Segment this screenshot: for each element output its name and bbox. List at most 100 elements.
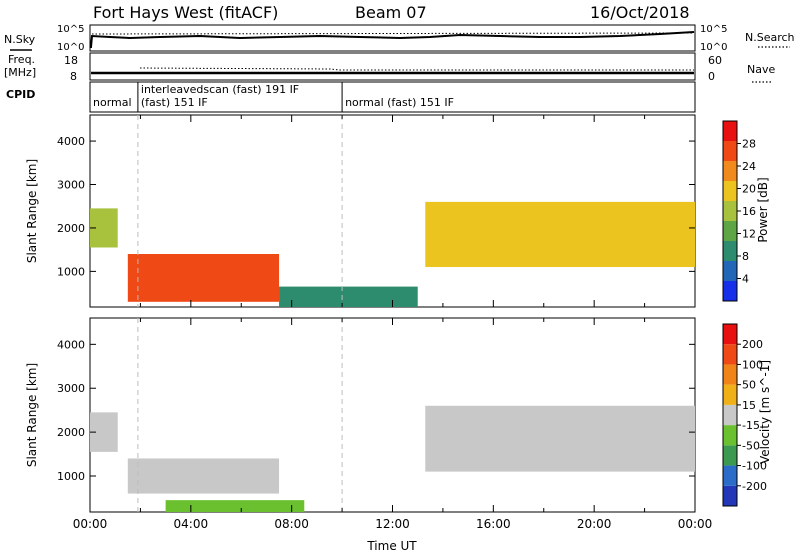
x-tick-label: 04:00 [174, 517, 209, 531]
velocity-axes: 1000 2000 3000 4000 00:00 04:00 08:00 12:00 16:0… [57, 318, 712, 531]
scatter-region [279, 286, 418, 307]
power-colorbar-label: Power [dB] [756, 177, 770, 242]
scatter-region [127, 254, 280, 302]
cpid-segments: normal interleavedscan (fast) 191 IF(fast… [93, 82, 454, 112]
scatter-region [425, 405, 695, 472]
x-tick-label: 00:00 [73, 517, 108, 531]
colorbar-tick-label: -50 [742, 439, 760, 452]
colorbar-tick-label: 28 [742, 138, 756, 151]
y-tick-label: 3000 [57, 179, 85, 192]
cpid-segment-label: (fast) 151 IF [141, 96, 208, 109]
power-axes: 1000 2000 3000 4000 [57, 115, 696, 307]
colorbar-block [723, 141, 737, 161]
x-tick-label: 12:00 [375, 517, 410, 531]
cpid-segment-label: normal [93, 96, 132, 109]
cpid-label: CPID [6, 88, 35, 101]
colorbar-block [723, 181, 737, 201]
colorbar-block [723, 364, 737, 385]
velocity-ylabel: Slant Range [km] [25, 363, 39, 467]
colorbar-tick-label: 15 [742, 399, 756, 412]
colorbar-tick-label: -100 [742, 460, 767, 473]
colorbar-block [723, 324, 737, 345]
colorbar-block [723, 404, 737, 426]
colorbar-block [723, 485, 737, 506]
x-tick-label: 00:00 [678, 517, 713, 531]
scatter-region [425, 201, 695, 268]
date-title: 16/Oct/2018 [590, 3, 690, 22]
freq-left-tick-top: 18 [64, 54, 78, 67]
colorbar-block [723, 445, 737, 466]
colorbar-block [723, 261, 737, 281]
colorbar-tick-label: 8 [742, 250, 749, 263]
noise-right-tick-top: 10^5 [700, 24, 727, 35]
scatter-region [127, 458, 280, 494]
velocity-colorbar-label: Velocity [m s^-1] [758, 360, 772, 464]
beam-title: Beam 07 [355, 3, 427, 22]
cpid-strip: CPID normal interleavedscan (fast) 191 IF… [6, 81, 696, 113]
colorbar-tick-label: -15 [742, 419, 760, 432]
velocity-panel: 1000 2000 3000 4000 00:00 04:00 08:00 12:00 16:0… [25, 317, 712, 553]
colorbar-tick-label: 12 [742, 228, 756, 241]
colorbar-tick-label: 100 [742, 358, 763, 371]
colorbar-block [723, 465, 737, 486]
x-tick-label: 16:00 [476, 517, 511, 531]
colorbar-tick-label: 200 [742, 338, 763, 351]
colorbar-block [723, 121, 737, 141]
cpid-frame [89, 81, 696, 113]
y-tick-label: 1000 [57, 265, 85, 278]
colorbar-block [723, 221, 737, 241]
colorbar-block [723, 384, 737, 405]
y-tick-label: 4000 [57, 135, 85, 148]
velocity-colorbar-blocks: 200 100 50 15 -15 -50 -100 -200 [722, 323, 767, 507]
station-title: Fort Hays West (fitACF) [93, 3, 278, 22]
colorbar-tick-label: 4 [742, 273, 749, 286]
colorbar-block [723, 161, 737, 181]
velocity-colorbar: 200 100 50 15 -15 -50 -100 -200 Velocity [m s^-… [722, 323, 772, 507]
y-tick-label: 3000 [57, 382, 85, 395]
x-tick-label: 20:00 [577, 517, 612, 531]
freq-label-bottom: [MHz] [4, 66, 36, 79]
colorbar-block [723, 201, 737, 221]
velocity-xlabel: Time UT [366, 539, 417, 553]
colorbar-block [723, 281, 737, 301]
colorbar-tick-label: 20 [742, 183, 756, 196]
nave-label: Nave [747, 63, 775, 76]
colorbar-block [723, 425, 737, 446]
velocity-data [90, 405, 695, 512]
noise-left-tick-bottom: 10^0 [57, 42, 84, 53]
power-data [90, 201, 695, 307]
noise-frame [89, 24, 696, 52]
y-tick-label: 2000 [57, 222, 85, 235]
power-panel: 1000 2000 3000 4000 Slant Range [km] [25, 114, 696, 308]
y-tick-label: 2000 [57, 426, 85, 439]
cpid-segment-label: normal (fast) 151 IF [345, 96, 454, 109]
freq-right-tick-bottom: 0 [708, 70, 715, 83]
noise-right-tick-bottom: 10^0 [700, 42, 727, 53]
noise-left-tick-top: 10^5 [57, 24, 84, 35]
noise-search-line [91, 32, 695, 35]
freq-strip: Freq. [MHz] 18 8 60 0 Nave [4, 52, 775, 83]
power-ylabel: Slant Range [km] [25, 159, 39, 263]
colorbar-tick-label: 50 [742, 379, 756, 392]
colorbar-tick-label: 16 [742, 205, 756, 218]
power-colorbar: 4 8 12 16 20 24 28 Power [dB] [722, 120, 770, 302]
cpid-segment-label: interleavedscan (fast) 191 IF [141, 83, 299, 96]
colorbar-frame [722, 323, 738, 507]
freq-right-tick-top: 60 [708, 54, 722, 67]
colorbar-tick-label: -200 [742, 480, 767, 493]
power-colorbar-blocks: 4 8 12 16 20 24 28 [722, 120, 756, 302]
noise-sky-line [90, 31, 695, 48]
freq-frame [89, 52, 696, 81]
colorbar-block [723, 344, 737, 365]
nave-line [139, 67, 694, 71]
freq-left-tick-bottom: 8 [70, 70, 77, 83]
noise-strip: N.Sky 10^5 10^0 10^5 10^0 N.Search [4, 24, 795, 53]
noise-left-label: N.Sky [4, 33, 36, 46]
colorbar-tick-label: 24 [742, 160, 756, 173]
colorbar-block [723, 241, 737, 261]
y-tick-label: 1000 [57, 470, 85, 483]
scatter-region [165, 500, 305, 512]
y-tick-label: 4000 [57, 338, 85, 351]
noise-right-label: N.Search [745, 31, 795, 44]
